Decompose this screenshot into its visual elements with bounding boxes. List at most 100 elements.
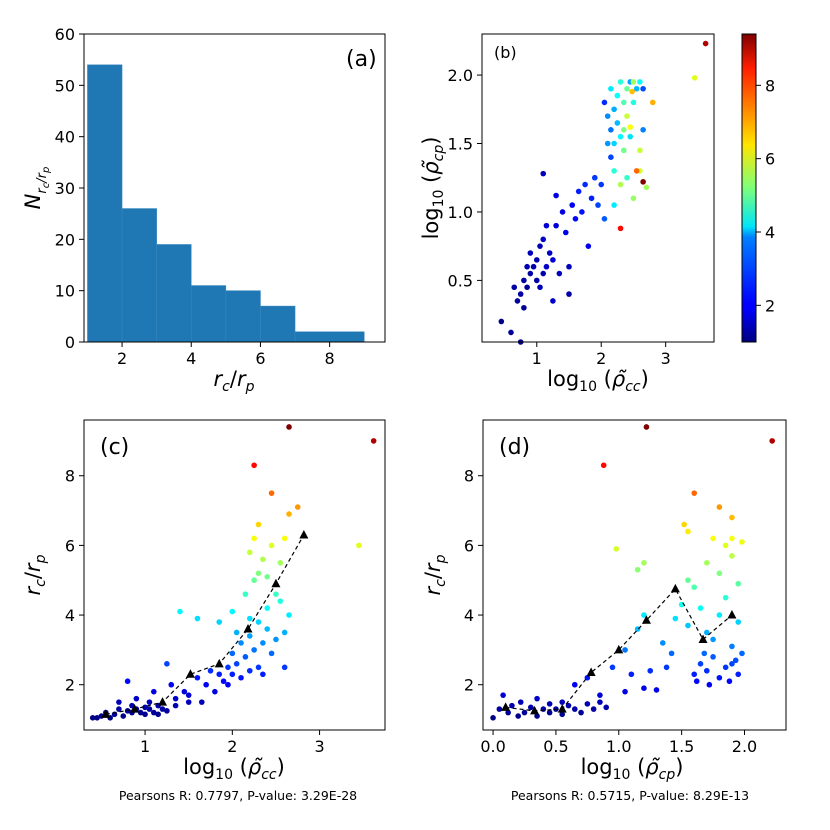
x-axis-label: log10 (ρ̃cc) — [547, 367, 649, 395]
scatter-point — [611, 140, 617, 147]
scatter-point — [691, 671, 698, 678]
scatter-point — [569, 202, 576, 208]
x-tick-label: 2 — [117, 349, 127, 368]
scatter-point — [722, 594, 729, 601]
scatter-point — [697, 661, 704, 667]
x-tick-label: 3 — [314, 737, 324, 756]
scatter-point — [685, 577, 691, 584]
trend-marker — [271, 578, 281, 588]
scatter-point — [716, 504, 723, 510]
y-axis-label: Nrc/rp — [21, 167, 52, 210]
scatter-point — [703, 667, 710, 674]
histogram-bar — [87, 64, 123, 343]
scatter-point — [716, 570, 723, 577]
scatter-point — [198, 699, 205, 705]
scatter-point — [490, 715, 496, 721]
scatter-point — [246, 633, 253, 639]
scatter-point — [550, 257, 556, 263]
scatter-point — [572, 216, 579, 222]
scatter-point — [172, 695, 179, 702]
trend-marker — [299, 529, 309, 539]
scatter-point — [150, 688, 157, 695]
y-tick-label: 6 — [464, 536, 474, 555]
scatter-point — [597, 699, 603, 705]
scatter-point — [633, 168, 640, 174]
trend-marker — [101, 709, 111, 718]
scatter-point — [508, 329, 514, 336]
y-tick-label: 30 — [55, 179, 75, 198]
scatter-point — [739, 539, 745, 545]
x-tick-label: 1.5 — [669, 737, 694, 756]
scatter-points-c — [89, 424, 377, 721]
axes-frame — [481, 33, 715, 343]
scatter-point — [601, 216, 608, 222]
scatter-point — [537, 284, 543, 291]
y-tick-label: 0.5 — [448, 271, 473, 290]
scatter-point — [641, 685, 647, 692]
scatter-point — [133, 695, 140, 702]
scatter-point — [620, 127, 627, 133]
scatter-point — [729, 643, 735, 650]
scatter-point — [614, 92, 621, 99]
scatter-c-axis-ticks: 1 2 3 2 4 6 8 — [65, 467, 325, 756]
scatter-point — [264, 605, 271, 611]
scatter-point — [89, 715, 96, 721]
scatter-point — [735, 580, 742, 587]
colorbar-tick-label: 6 — [765, 150, 775, 169]
scatter-point — [732, 657, 739, 664]
scatter-point — [597, 692, 603, 698]
scatter-point — [691, 75, 698, 81]
x-tick-label: 1.0 — [606, 737, 631, 756]
scatter-point — [598, 181, 605, 188]
scatter-point — [622, 647, 628, 653]
scatter-point — [540, 236, 547, 243]
x-axis-label: rc/rp — [214, 367, 255, 395]
trend-marker — [670, 583, 680, 593]
scatter-point — [229, 650, 236, 657]
scatter-point — [546, 701, 553, 707]
trend-marker — [158, 697, 168, 706]
scatter-point — [653, 687, 660, 693]
scatter-point — [582, 181, 588, 188]
y-tick-label: 0 — [65, 333, 75, 352]
scatter-point — [194, 615, 201, 622]
colorbar-ticks: 2 4 6 8 — [756, 76, 775, 315]
scatter-point — [242, 591, 249, 597]
scatter-point — [356, 542, 362, 549]
scatter-point — [517, 699, 524, 705]
scatter-point — [703, 629, 710, 636]
scatter-point — [559, 711, 566, 718]
y-tick-label: 4 — [464, 606, 474, 625]
scatter-point — [628, 671, 635, 678]
scatter-point — [521, 709, 528, 716]
scatter-point — [565, 702, 572, 709]
scatter-point — [575, 188, 582, 195]
scatter-point — [627, 124, 634, 130]
scatter-point — [585, 243, 592, 249]
scatter-point — [281, 629, 288, 636]
histogram-bar — [260, 305, 296, 343]
scatter-point — [533, 257, 540, 263]
x-tick-label: 2 — [227, 737, 237, 756]
scatter-point — [159, 706, 166, 712]
scatter-point — [735, 671, 742, 678]
scatter-point — [164, 708, 170, 714]
scatter-point — [527, 270, 534, 277]
x-tick-label: 6 — [255, 349, 265, 368]
scatter-point — [685, 622, 691, 629]
scatter-point — [277, 598, 284, 604]
scatter-point — [264, 626, 271, 632]
scatter-point — [630, 195, 637, 202]
scatter-point — [578, 709, 584, 716]
scatter-point — [611, 106, 617, 113]
axes-frame — [83, 419, 386, 731]
scatter-point — [124, 678, 131, 685]
scatter-point — [627, 133, 634, 140]
scatter-point — [641, 560, 647, 566]
histogram-bar — [294, 331, 365, 343]
scatter-point — [556, 270, 563, 277]
scatter-point — [212, 688, 218, 695]
scatter-point — [716, 674, 723, 681]
scatter-point — [255, 570, 262, 577]
